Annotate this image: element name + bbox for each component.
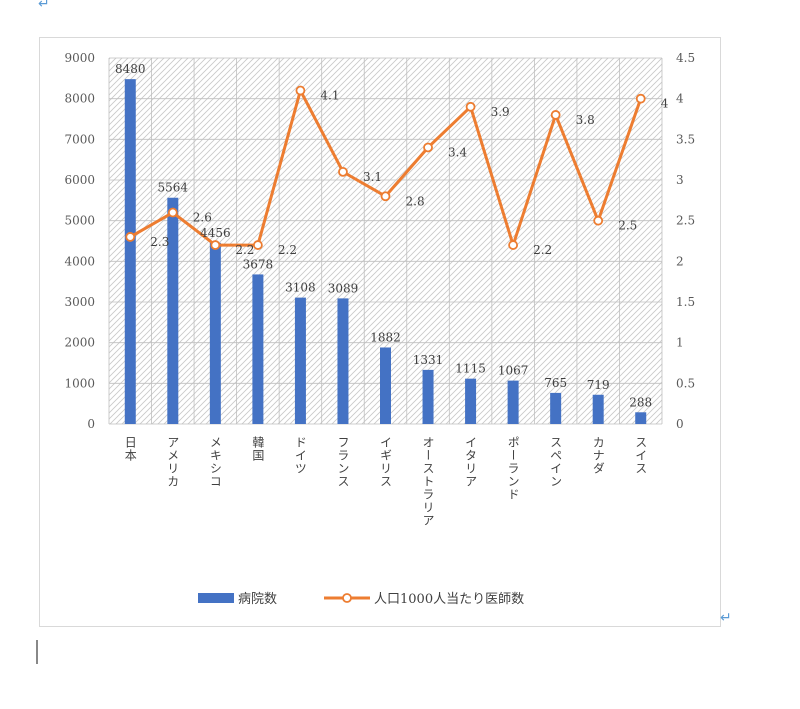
bar — [422, 369, 434, 424]
x-category-label: メキシコ — [208, 436, 222, 488]
y-left-tick-label: 0 — [87, 417, 95, 431]
bar — [124, 79, 136, 424]
bar — [550, 392, 562, 424]
bar-data-label: 5564 — [158, 181, 189, 195]
line-marker — [423, 142, 433, 153]
y-left-tick-label: 2000 — [64, 336, 95, 350]
y-right-tick-label: 2.5 — [676, 214, 695, 228]
paragraph-mark: ↵ — [720, 610, 732, 626]
bar — [380, 347, 391, 424]
line-data-label: 2.2 — [533, 243, 552, 257]
legend-line-marker — [342, 593, 352, 603]
chart-frame[interactable]: 0 1000 2000 3000 4000 5000 6000 7000 8000 9000 0 0… — [39, 37, 721, 627]
y-left-tick-label: 8000 — [64, 92, 95, 106]
bar-data-label: 1331 — [413, 353, 444, 367]
combo-chart: 0 1000 2000 3000 4000 5000 6000 7000 8000 9000 0 0… — [64, 51, 695, 607]
x-category-label: フランス — [336, 436, 350, 488]
y-left-tick-label: 7000 — [64, 132, 95, 146]
bar — [337, 298, 349, 424]
line-data-label: 2.2 — [278, 243, 297, 257]
line-data-label: 3.8 — [576, 113, 595, 127]
line-marker — [380, 191, 391, 202]
bar — [507, 380, 519, 424]
paragraph-mark: ↵ — [38, 0, 50, 12]
line-marker — [635, 93, 646, 104]
y-left-tick-label: 3000 — [64, 295, 95, 309]
bar-data-label: 1067 — [498, 364, 529, 378]
y-right-tick-label: 1 — [676, 336, 684, 350]
x-category-label: スペイン — [549, 436, 563, 488]
y-right-tick-label: 2 — [676, 254, 684, 268]
x-category-label: ドイツ — [293, 436, 307, 475]
x-category-label: カナダ — [591, 436, 605, 475]
bar — [294, 297, 306, 424]
line-data-label: 2.3 — [150, 235, 169, 249]
x-category-label: オーストラリア — [421, 436, 435, 527]
line-data-label: 3.4 — [448, 145, 467, 159]
line-data-label: 3.1 — [363, 170, 382, 184]
bar — [635, 412, 647, 424]
line-marker — [508, 240, 519, 250]
y-left-tick-label: 6000 — [64, 173, 95, 187]
bar-data-label: 3108 — [285, 281, 316, 295]
y-left-tick-label: 9000 — [64, 51, 95, 65]
legend-bar-label: 病院数 — [238, 592, 277, 607]
y-right-tick-label: 1.5 — [676, 295, 695, 309]
y-left-tick-label: 4000 — [64, 254, 95, 268]
y-right-tick-label: 4.5 — [676, 51, 695, 65]
legend-line-label: 人口1000人当たり医師数 — [374, 592, 524, 607]
line-data-label: 4.1 — [320, 89, 339, 103]
legend-bar-swatch — [198, 593, 234, 603]
x-category-label: スイス — [634, 436, 648, 475]
line-marker — [252, 240, 263, 250]
bar — [465, 378, 477, 424]
bar — [167, 197, 179, 424]
bar-data-label: 3678 — [243, 257, 274, 271]
x-category-label: イタリア — [464, 436, 478, 488]
line-data-label: 2.6 — [193, 211, 212, 225]
y-right-tick-label: 3 — [676, 173, 684, 187]
line-data-label: 2.5 — [618, 219, 637, 233]
y-right-tick-label: 0 — [676, 417, 684, 431]
line-data-label: 4 — [661, 97, 669, 111]
bar-data-label: 288 — [629, 395, 652, 409]
x-category-label: ポーランド — [506, 436, 520, 501]
bar-data-label: 719 — [587, 378, 610, 392]
bar-data-label: 1882 — [370, 330, 401, 344]
line-marker — [593, 215, 604, 226]
text-cursor — [36, 640, 38, 664]
x-category-label: 日本 — [123, 436, 137, 462]
line-marker — [295, 85, 306, 96]
bar-data-label: 765 — [544, 376, 567, 390]
y-right-tick-label: 3.5 — [676, 132, 695, 146]
y-right-tick-label: 4 — [676, 92, 684, 106]
x-category-label: イギリス — [379, 436, 393, 488]
line-data-label: 2.2 — [235, 243, 254, 257]
line-marker — [338, 166, 348, 177]
bar-data-label: 4456 — [200, 226, 231, 240]
line-marker — [210, 240, 221, 250]
line-data-label: 2.8 — [406, 194, 425, 208]
line-marker — [125, 232, 136, 242]
bar — [592, 394, 604, 424]
bar — [209, 242, 221, 424]
y-left-tick-label: 1000 — [64, 376, 95, 390]
y-right-tick-label: 0.5 — [676, 376, 695, 390]
y-left-tick-label: 5000 — [64, 214, 95, 228]
bar-data-label: 8480 — [115, 62, 146, 76]
line-marker — [167, 207, 178, 218]
x-category-label: アメリカ — [166, 436, 180, 488]
bar-data-label: 3089 — [328, 281, 359, 295]
x-category-label: 韓国 — [251, 436, 265, 462]
bar-data-label: 1115 — [455, 362, 486, 376]
line-marker — [550, 110, 561, 120]
line-data-label: 3.9 — [491, 105, 510, 119]
line-marker — [465, 101, 476, 112]
bar — [252, 274, 264, 424]
